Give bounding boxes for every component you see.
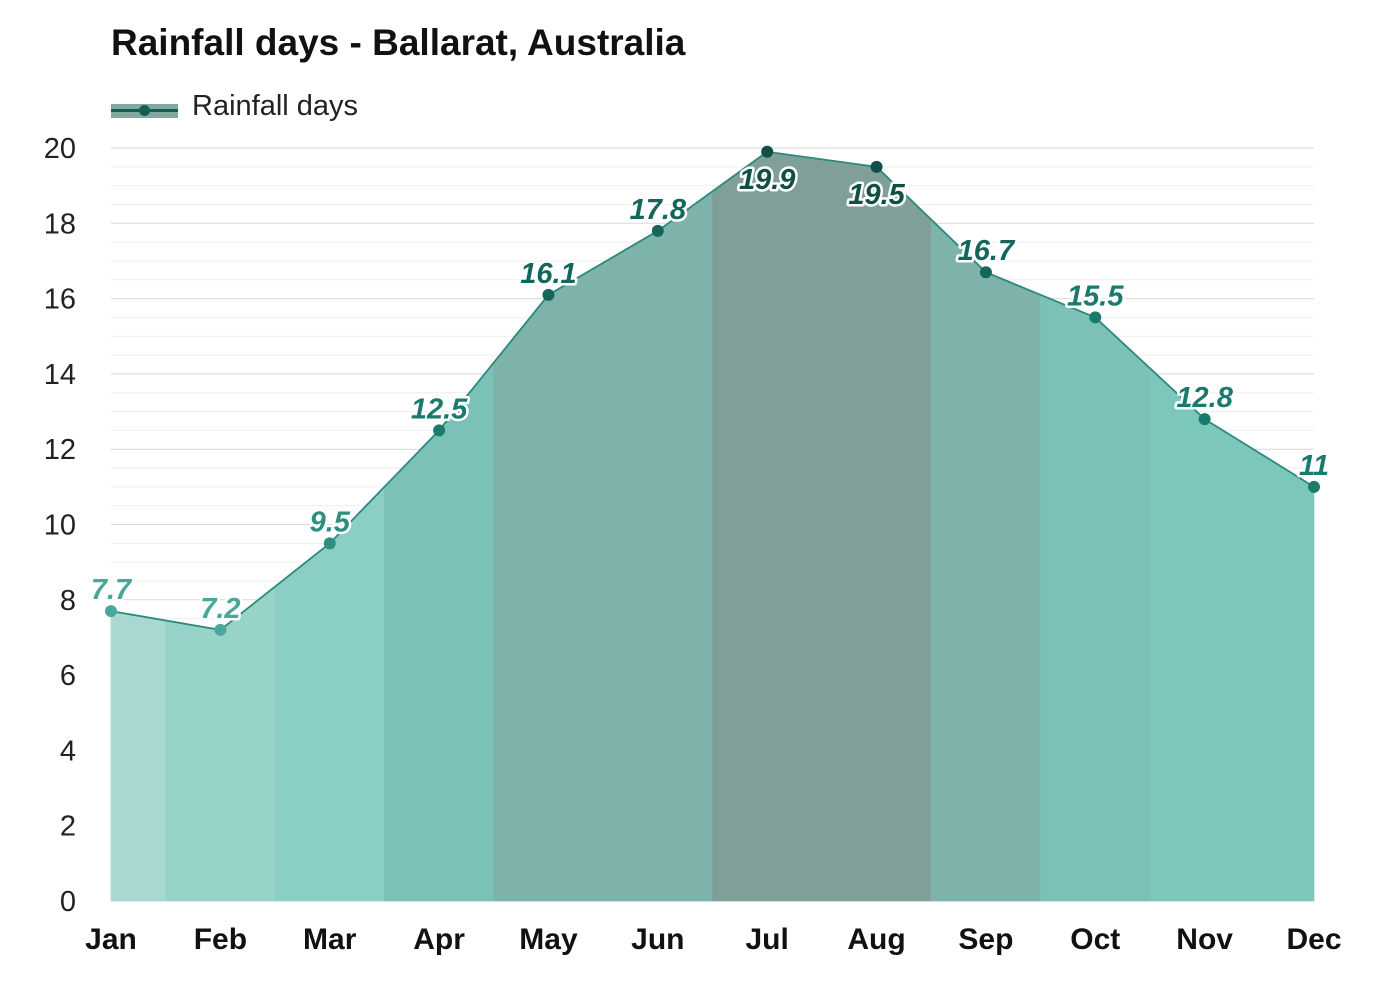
data-label-aug: 19.5 [848,179,905,211]
area-band-sep [930,218,1041,902]
data-point-aug [870,160,883,173]
data-points [105,145,1320,636]
legend-swatch [111,94,178,118]
data-point-jan [105,605,117,618]
data-label-jan: 7.7 [91,574,133,606]
y-tick-label: 8 [60,585,76,617]
y-tick-label: 20 [44,133,76,165]
data-label-nov: 12.8 [1176,382,1233,414]
data-point-nov [1198,413,1211,426]
data-labels: 7.7 7.2 9.5 12.5 16.1 17.8 19.9 19.5 16.7 15.5 12.… [88,161,1331,627]
x-tick-label-apr: Apr [413,923,465,956]
x-axis-ticks: Jan Feb Mar Apr May Jun Jul Aug Sep Oct Nov Dec [85,923,1341,956]
y-tick-label: 14 [44,359,76,391]
legend[interactable]: Rainfall days [111,86,358,126]
data-label-may: 16.1 [520,258,576,290]
y-tick-label: 18 [44,208,76,240]
legend-label: Rainfall days [192,89,359,122]
area-band-jun [602,190,713,902]
data-label-jul: 19.9 [739,164,795,196]
y-tick-label: 10 [44,510,76,542]
area-band-nov [1149,367,1260,902]
x-tick-label-nov: Nov [1176,923,1233,956]
y-axis-ticks: 0 2 4 6 8 10 12 14 16 18 20 [44,133,76,918]
data-label-sep: 16.7 [958,235,1016,267]
y-tick-label: 0 [60,886,76,918]
data-point-jul [761,145,774,158]
chart-title: Rainfall days - Ballarat, Australia [111,22,686,63]
y-tick-label: 12 [44,434,76,466]
area-band-dec [1259,452,1315,902]
x-tick-label-aug: Aug [847,923,905,956]
data-label-feb: 7.2 [200,593,240,625]
data-label-apr: 12.5 [411,393,468,425]
y-tick-label: 16 [44,284,76,316]
data-label-jun: 17.8 [630,194,687,226]
area-band-oct [1040,294,1151,902]
area-band-jul [712,151,823,902]
x-tick-label-oct: Oct [1070,923,1120,956]
area-band-aug [821,158,932,902]
data-point-sep [979,266,992,279]
area-band-jan [110,610,166,902]
x-tick-label-feb: Feb [194,923,247,956]
area-band-may [493,262,604,902]
x-tick-label-dec: Dec [1286,923,1341,956]
y-tick-label: 6 [60,660,76,692]
x-tick-label-sep: Sep [958,923,1013,956]
series-line-layer [110,150,1315,631]
x-tick-label-jul: Jul [746,923,789,956]
x-tick-label-jan: Jan [85,923,137,956]
x-tick-label-mar: Mar [303,923,357,956]
data-label-oct: 15.5 [1067,280,1124,312]
x-tick-label-jun: Jun [631,923,684,956]
data-label-mar: 9.5 [310,506,351,538]
data-label-dec: 11 [1299,450,1329,482]
x-tick-label-may: May [519,923,578,956]
y-tick-label: 4 [60,735,76,767]
area-band-apr [384,361,495,902]
data-point-may [542,288,555,301]
data-point-mar [323,537,336,550]
data-point-jun [651,224,664,237]
data-point-feb [214,623,227,636]
month-bands [110,151,1315,902]
y-tick-label: 2 [60,811,76,843]
data-point-apr [433,424,446,437]
data-point-dec [1308,480,1320,493]
series-line [110,150,1315,631]
data-point-oct [1089,311,1102,324]
